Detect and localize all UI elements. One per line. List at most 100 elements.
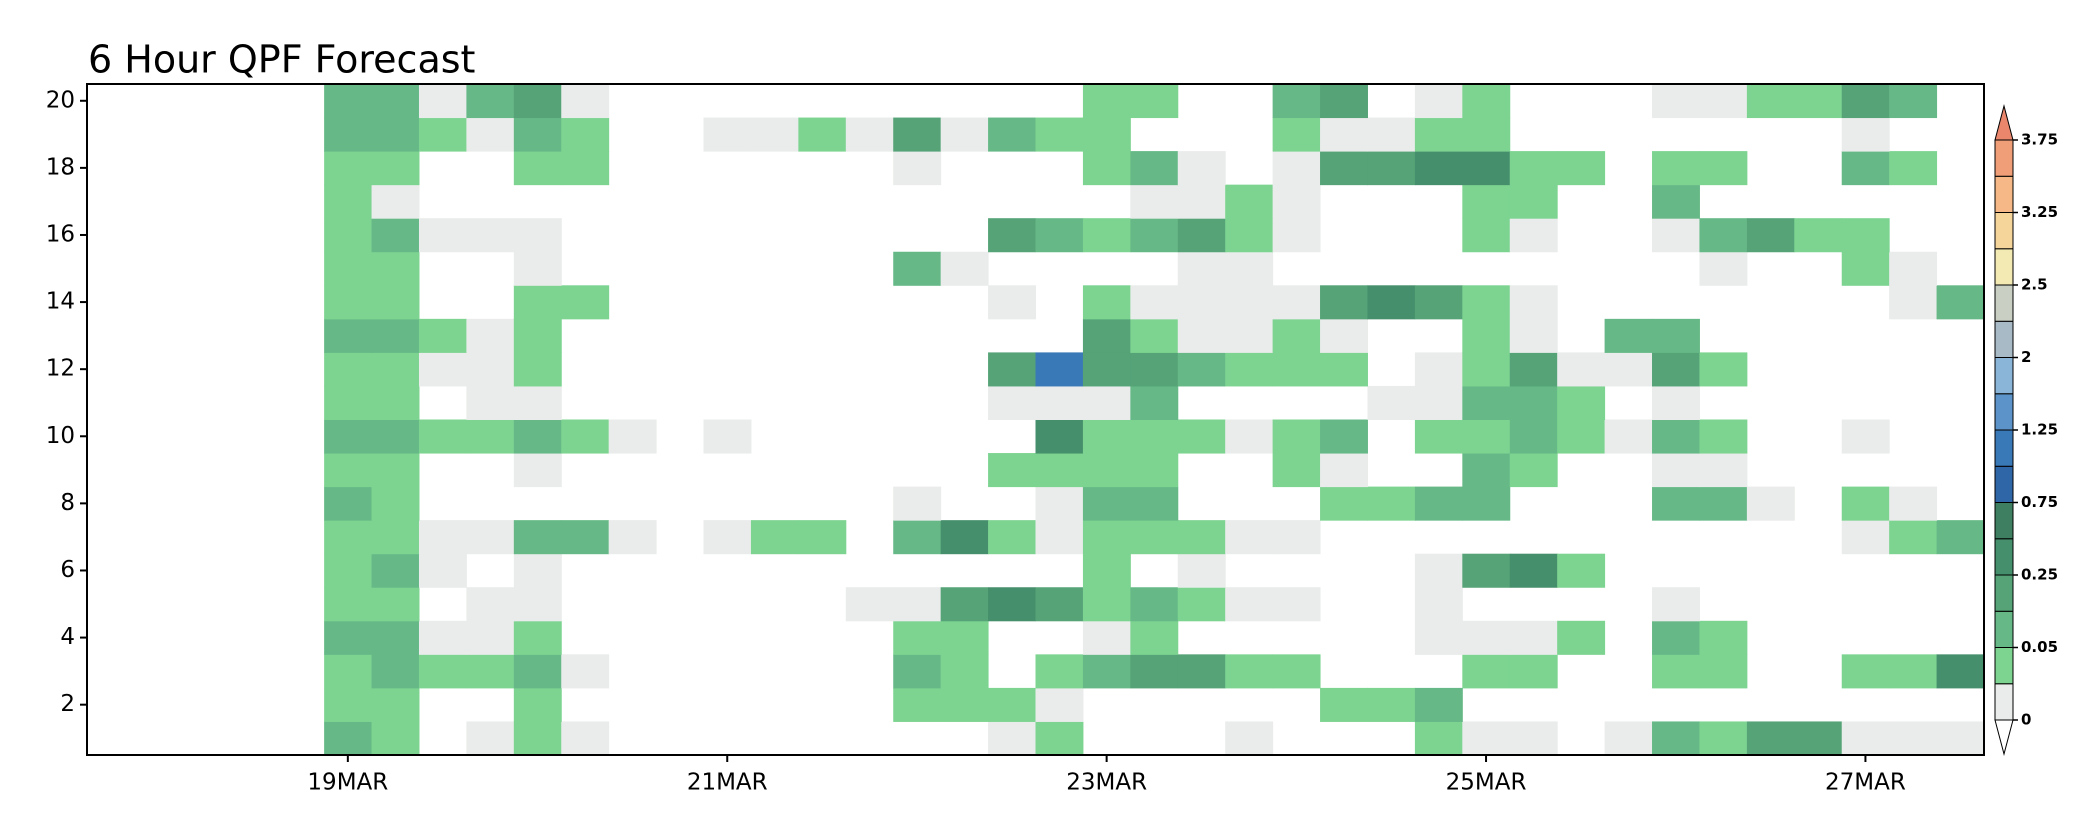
- colorbar-label: 3.25: [2021, 203, 2058, 221]
- cell: [324, 553, 373, 588]
- cell: [1130, 486, 1179, 521]
- colorbar-box: [1994, 683, 2014, 721]
- cell: [1130, 184, 1179, 219]
- cell: [988, 687, 1036, 722]
- cell: [1889, 520, 1938, 555]
- cell: [324, 84, 373, 119]
- cell: [1936, 285, 1985, 320]
- cell: [845, 117, 894, 152]
- cell: [1130, 318, 1179, 353]
- cell: [371, 687, 420, 722]
- cell: [1936, 721, 1985, 756]
- cell: [940, 251, 989, 286]
- cell: [1130, 84, 1179, 119]
- colorbar-box: [1994, 139, 2014, 177]
- cell: [798, 117, 847, 152]
- cell: [371, 721, 420, 756]
- cell: [1462, 117, 1511, 152]
- cell: [1177, 151, 1226, 186]
- colorbar-label: 0.75: [2021, 493, 2058, 511]
- cell: [371, 84, 420, 119]
- cell: [1889, 151, 1938, 186]
- cell: [988, 385, 1036, 420]
- cell: [1652, 654, 1700, 689]
- cell: [371, 419, 420, 454]
- cell: [324, 453, 373, 488]
- cell: [418, 218, 467, 253]
- cell: [1746, 218, 1795, 253]
- cell: [466, 721, 515, 756]
- cell: [1225, 285, 1274, 320]
- cell: [1272, 184, 1321, 219]
- cell: [1130, 285, 1179, 320]
- cell: [1272, 285, 1321, 320]
- cell: [466, 117, 515, 152]
- cell: [1557, 352, 1606, 387]
- cell: [1272, 84, 1321, 119]
- colorbar-box: [1994, 429, 2014, 467]
- cell: [1936, 520, 1985, 555]
- cell: [371, 117, 420, 152]
- cell: [940, 654, 989, 689]
- cell: [1699, 251, 1748, 286]
- cell: [1841, 486, 1890, 521]
- cell: [371, 318, 420, 353]
- cell: [1414, 419, 1463, 454]
- cell: [1082, 151, 1131, 186]
- cell: [1035, 654, 1084, 689]
- cell: [418, 620, 467, 655]
- cell: [1035, 218, 1084, 253]
- colorbar-box: [1994, 284, 2014, 322]
- cell: [988, 352, 1036, 387]
- cell: [893, 520, 942, 555]
- cell: [324, 687, 373, 722]
- cell: [893, 151, 942, 186]
- cell: [1699, 721, 1748, 756]
- cell: [1177, 184, 1226, 219]
- cell: [324, 520, 373, 555]
- colorbar-box: [1994, 175, 2014, 213]
- cell: [1130, 520, 1179, 555]
- cell: [371, 385, 420, 420]
- cell: [1699, 218, 1748, 253]
- cells: [324, 84, 1985, 756]
- y-tick-label: 2: [60, 691, 75, 717]
- cell: [513, 385, 562, 420]
- cell: [1462, 654, 1511, 689]
- cell: [1509, 453, 1558, 488]
- cell: [1889, 486, 1938, 521]
- cell: [418, 352, 467, 387]
- cell: [1082, 553, 1131, 588]
- colorbar-box: [1994, 465, 2014, 503]
- cell: [1225, 184, 1274, 219]
- cell: [466, 654, 515, 689]
- cell: [1841, 419, 1890, 454]
- cell: [1414, 117, 1463, 152]
- x-tick-label: 21MAR: [687, 770, 768, 796]
- cell: [1557, 385, 1606, 420]
- colorbar-box: [1994, 574, 2014, 612]
- cell: [466, 218, 515, 253]
- cell: [1462, 218, 1511, 253]
- cell: [418, 318, 467, 353]
- cell: [940, 587, 989, 622]
- cell: [1320, 318, 1368, 353]
- cell: [466, 84, 515, 119]
- colorbar-under: [1994, 719, 2014, 756]
- cell: [371, 251, 420, 286]
- cell: [371, 218, 420, 253]
- cell: [798, 520, 847, 555]
- cell: [1367, 687, 1416, 722]
- cell: [1652, 84, 1700, 119]
- cell: [513, 620, 562, 655]
- cell: [988, 520, 1036, 555]
- cell: [1841, 251, 1890, 286]
- cell: [1367, 486, 1416, 521]
- cell: [324, 251, 373, 286]
- cell: [1462, 318, 1511, 353]
- cell: [1082, 587, 1131, 622]
- cell: [1509, 419, 1558, 454]
- cell: [1652, 385, 1700, 420]
- cell: [513, 587, 562, 622]
- cell: [1462, 486, 1511, 521]
